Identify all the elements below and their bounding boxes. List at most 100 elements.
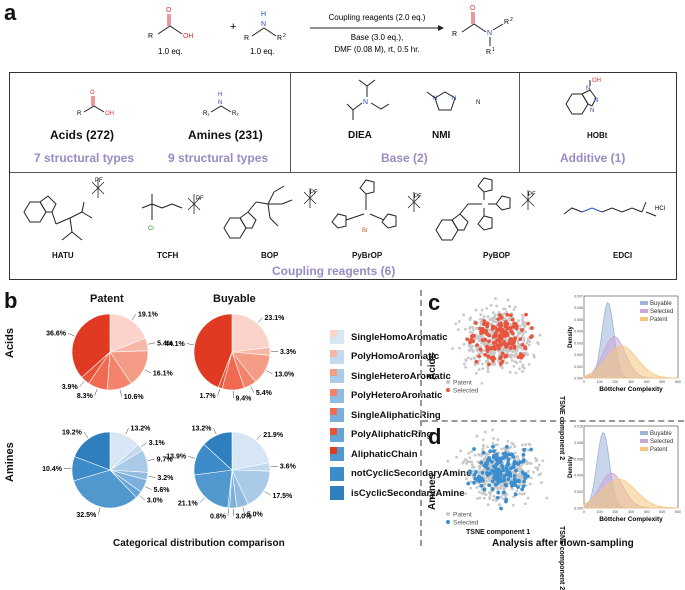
pie-leader (148, 459, 155, 461)
tsne-point-selected (492, 449, 496, 453)
tsne-point-patent (541, 459, 544, 462)
tsne-point-selected (474, 321, 478, 325)
tsne-point-patent (464, 492, 467, 495)
tsne-point-patent (469, 331, 472, 334)
tsne-point-patent (507, 299, 510, 302)
acid-r-label: R (148, 33, 153, 40)
tsne-point-selected (477, 475, 481, 479)
svg-text:Cl: Cl (148, 226, 154, 232)
tsne-point-selected (506, 342, 510, 346)
pie-label: 23.1% (265, 315, 286, 322)
legend-swatch (330, 350, 344, 364)
tsne-point-selected (483, 488, 487, 492)
tsne-point-patent (471, 326, 474, 329)
amine-n-label: N (261, 21, 266, 28)
pie-leader (120, 390, 122, 397)
tsne-point-selected (515, 324, 519, 328)
tsne-point-patent (459, 450, 462, 453)
pie-label: 13.0% (274, 371, 295, 378)
tsne-point-selected (499, 507, 503, 511)
tsne-point-selected (504, 483, 508, 487)
tsne-point-patent (512, 443, 515, 446)
additive-item: HOBt (587, 131, 607, 140)
tsne-point-selected (514, 493, 518, 497)
tsne-point-patent (513, 365, 516, 368)
density-ytick: 0.000 (574, 377, 583, 381)
tsne-point-patent (469, 318, 472, 321)
pie-leader (95, 389, 97, 396)
tsne-point-selected (524, 472, 528, 476)
tsne-point-patent (506, 362, 509, 365)
tsne-point-patent (469, 457, 472, 460)
base-n-label: N (476, 100, 480, 106)
tsne-point-selected (505, 469, 509, 473)
tsne-point-patent (477, 337, 480, 340)
tsne-point-selected (504, 332, 508, 336)
density-legend-label: Buyable (650, 301, 672, 307)
conditions-top: Coupling reagents (2.0 eq.) (329, 13, 426, 22)
pie-label: 21.9% (263, 432, 284, 439)
tsne-point-patent (511, 359, 514, 362)
tsne-point-selected (506, 477, 510, 481)
legend-swatch (330, 447, 344, 461)
legend-swatch (330, 389, 344, 403)
density-legend-label: Patent (650, 447, 668, 453)
svg-text:R₂: R₂ (232, 111, 239, 117)
plus-sign: + (230, 21, 236, 33)
density-legend-swatch (640, 439, 648, 443)
tsne-point-patent (519, 360, 522, 363)
tsne-c-yaxis: TSNE component 2 (558, 396, 565, 460)
tsne-point-patent (506, 493, 509, 496)
tcfh-structure: Cl (142, 194, 200, 232)
tsne-point-patent (489, 318, 492, 321)
coupling-item-tcfh: TCFH (157, 251, 178, 260)
pybop-pf6: PF (528, 192, 536, 198)
pie-label: 10.4% (42, 466, 63, 473)
tsne-point-selected (507, 458, 511, 462)
svg-text:N: N (218, 100, 222, 106)
tcfh-pf6: PF (196, 196, 204, 202)
pie-leader (251, 386, 254, 392)
tsne-point-patent (474, 454, 477, 457)
tsne-point-patent (485, 480, 488, 483)
density-ytick: 0.002 (574, 490, 583, 494)
tsne-point-patent (498, 504, 501, 507)
pybrop-pf6: PF (414, 194, 422, 200)
tsne-point-selected (501, 465, 505, 469)
tsne-point-selected (504, 500, 508, 504)
tsne-point-selected (519, 352, 523, 356)
density-xtick: 300 (628, 380, 634, 384)
tsne-point-patent (446, 460, 449, 463)
product-r1-label: R (486, 49, 491, 56)
tsne-point-patent (523, 321, 526, 324)
tsne-point-patent (475, 334, 478, 337)
tsne-point-patent (493, 363, 496, 366)
tsne-point-selected (511, 331, 515, 335)
svg-text:N: N (452, 96, 456, 102)
pie-leader (187, 344, 194, 345)
tsne-point-selected (502, 475, 506, 479)
tsne-point-selected (530, 326, 534, 330)
legend-item: AliphaticChain (330, 447, 418, 461)
tsne-point-patent (485, 307, 488, 310)
tsne-point-patent (485, 361, 488, 364)
density-xtick: 200 (612, 510, 618, 514)
density-c: Density0.0000.0010.0020.0030.0040.0050.0… (568, 295, 681, 394)
tsne-point-selected (513, 474, 517, 478)
tsne-point-selected (472, 481, 476, 485)
pie-leader (84, 432, 88, 438)
svg-text:O: O (90, 90, 95, 96)
density-xtick: 200 (612, 380, 618, 384)
legend-swatch (330, 428, 344, 442)
pie-leader (126, 428, 129, 434)
acids-label: Acids (272) (50, 128, 114, 142)
tsne-point-patent (478, 368, 481, 371)
reagents-divider-v2 (519, 73, 520, 172)
pie-label: 13.9% (166, 454, 187, 461)
legend-label: SingleHomoAromatic (351, 332, 448, 343)
density-ytick: 0.008 (574, 441, 583, 445)
tsne-point-selected (496, 496, 500, 500)
tsne-point-patent (473, 357, 476, 360)
product-r-label: R (452, 31, 457, 38)
